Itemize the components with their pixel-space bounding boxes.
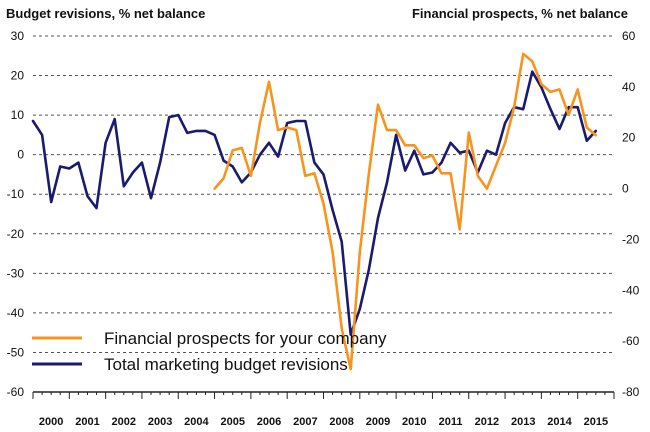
right-axis-ticks: 60 40 20 0 -20 -40 -60 -80 — [622, 29, 640, 399]
year-label: 2002 — [112, 416, 136, 428]
right-tick-label: -80 — [622, 385, 640, 399]
year-label: 2009 — [366, 416, 390, 428]
right-tick-label: 60 — [622, 29, 636, 43]
legend-label-budget-revisions: Total marketing budget revisions — [104, 355, 348, 374]
left-tick-label: -30 — [7, 266, 25, 280]
year-label: 2012 — [475, 416, 499, 428]
right-tick-label: -60 — [622, 334, 640, 348]
year-label: 2010 — [402, 416, 426, 428]
year-label: 2013 — [511, 416, 535, 428]
series-lines — [31, 52, 598, 371]
left-tick-label: -20 — [7, 227, 25, 241]
series-line-budget-revisions — [31, 70, 598, 336]
year-label: 2003 — [148, 416, 172, 428]
right-tick-label: 40 — [622, 80, 636, 94]
right-tick-label: 20 — [622, 131, 636, 145]
year-label: 2006 — [257, 416, 281, 428]
year-label: 2015 — [584, 416, 608, 428]
left-tick-label: 0 — [17, 148, 24, 162]
left-tick-label: 30 — [11, 29, 25, 43]
right-tick-label: -20 — [622, 232, 640, 246]
right-axis-title: Financial prospects, % net balance — [412, 6, 628, 21]
year-label: 2004 — [184, 416, 209, 428]
left-tick-label: 20 — [11, 69, 25, 83]
left-axis-ticks: 30 20 10 0 -10 -20 -30 -40 -50 -60 — [7, 29, 25, 399]
year-label: 2000 — [39, 416, 63, 428]
left-axis-title: Budget revisions, % net balance — [6, 6, 205, 21]
series-line-financial-prospects — [213, 52, 598, 371]
right-tick-label: -40 — [622, 283, 640, 297]
year-label: 2007 — [293, 416, 317, 428]
left-tick-label: -10 — [7, 187, 25, 201]
legend: Financial prospects for your company Tot… — [32, 329, 387, 374]
year-label: 2011 — [439, 416, 463, 428]
year-label: 2014 — [547, 416, 572, 428]
left-tick-label: 10 — [11, 108, 25, 122]
right-tick-label: 0 — [622, 182, 629, 196]
left-tick-label: -50 — [7, 345, 25, 359]
legend-label-financial-prospects: Financial prospects for your company — [104, 329, 387, 348]
year-label: 2005 — [220, 416, 244, 428]
left-tick-label: -60 — [7, 385, 25, 399]
year-label: 2008 — [329, 416, 353, 428]
x-axis: 2000 2001 2002 2003 2004 2005 2006 2007 2008 2009… — [32, 392, 615, 428]
year-label: 2001 — [75, 416, 99, 428]
left-tick-label: -40 — [7, 306, 25, 320]
gridlines — [33, 35, 614, 393]
